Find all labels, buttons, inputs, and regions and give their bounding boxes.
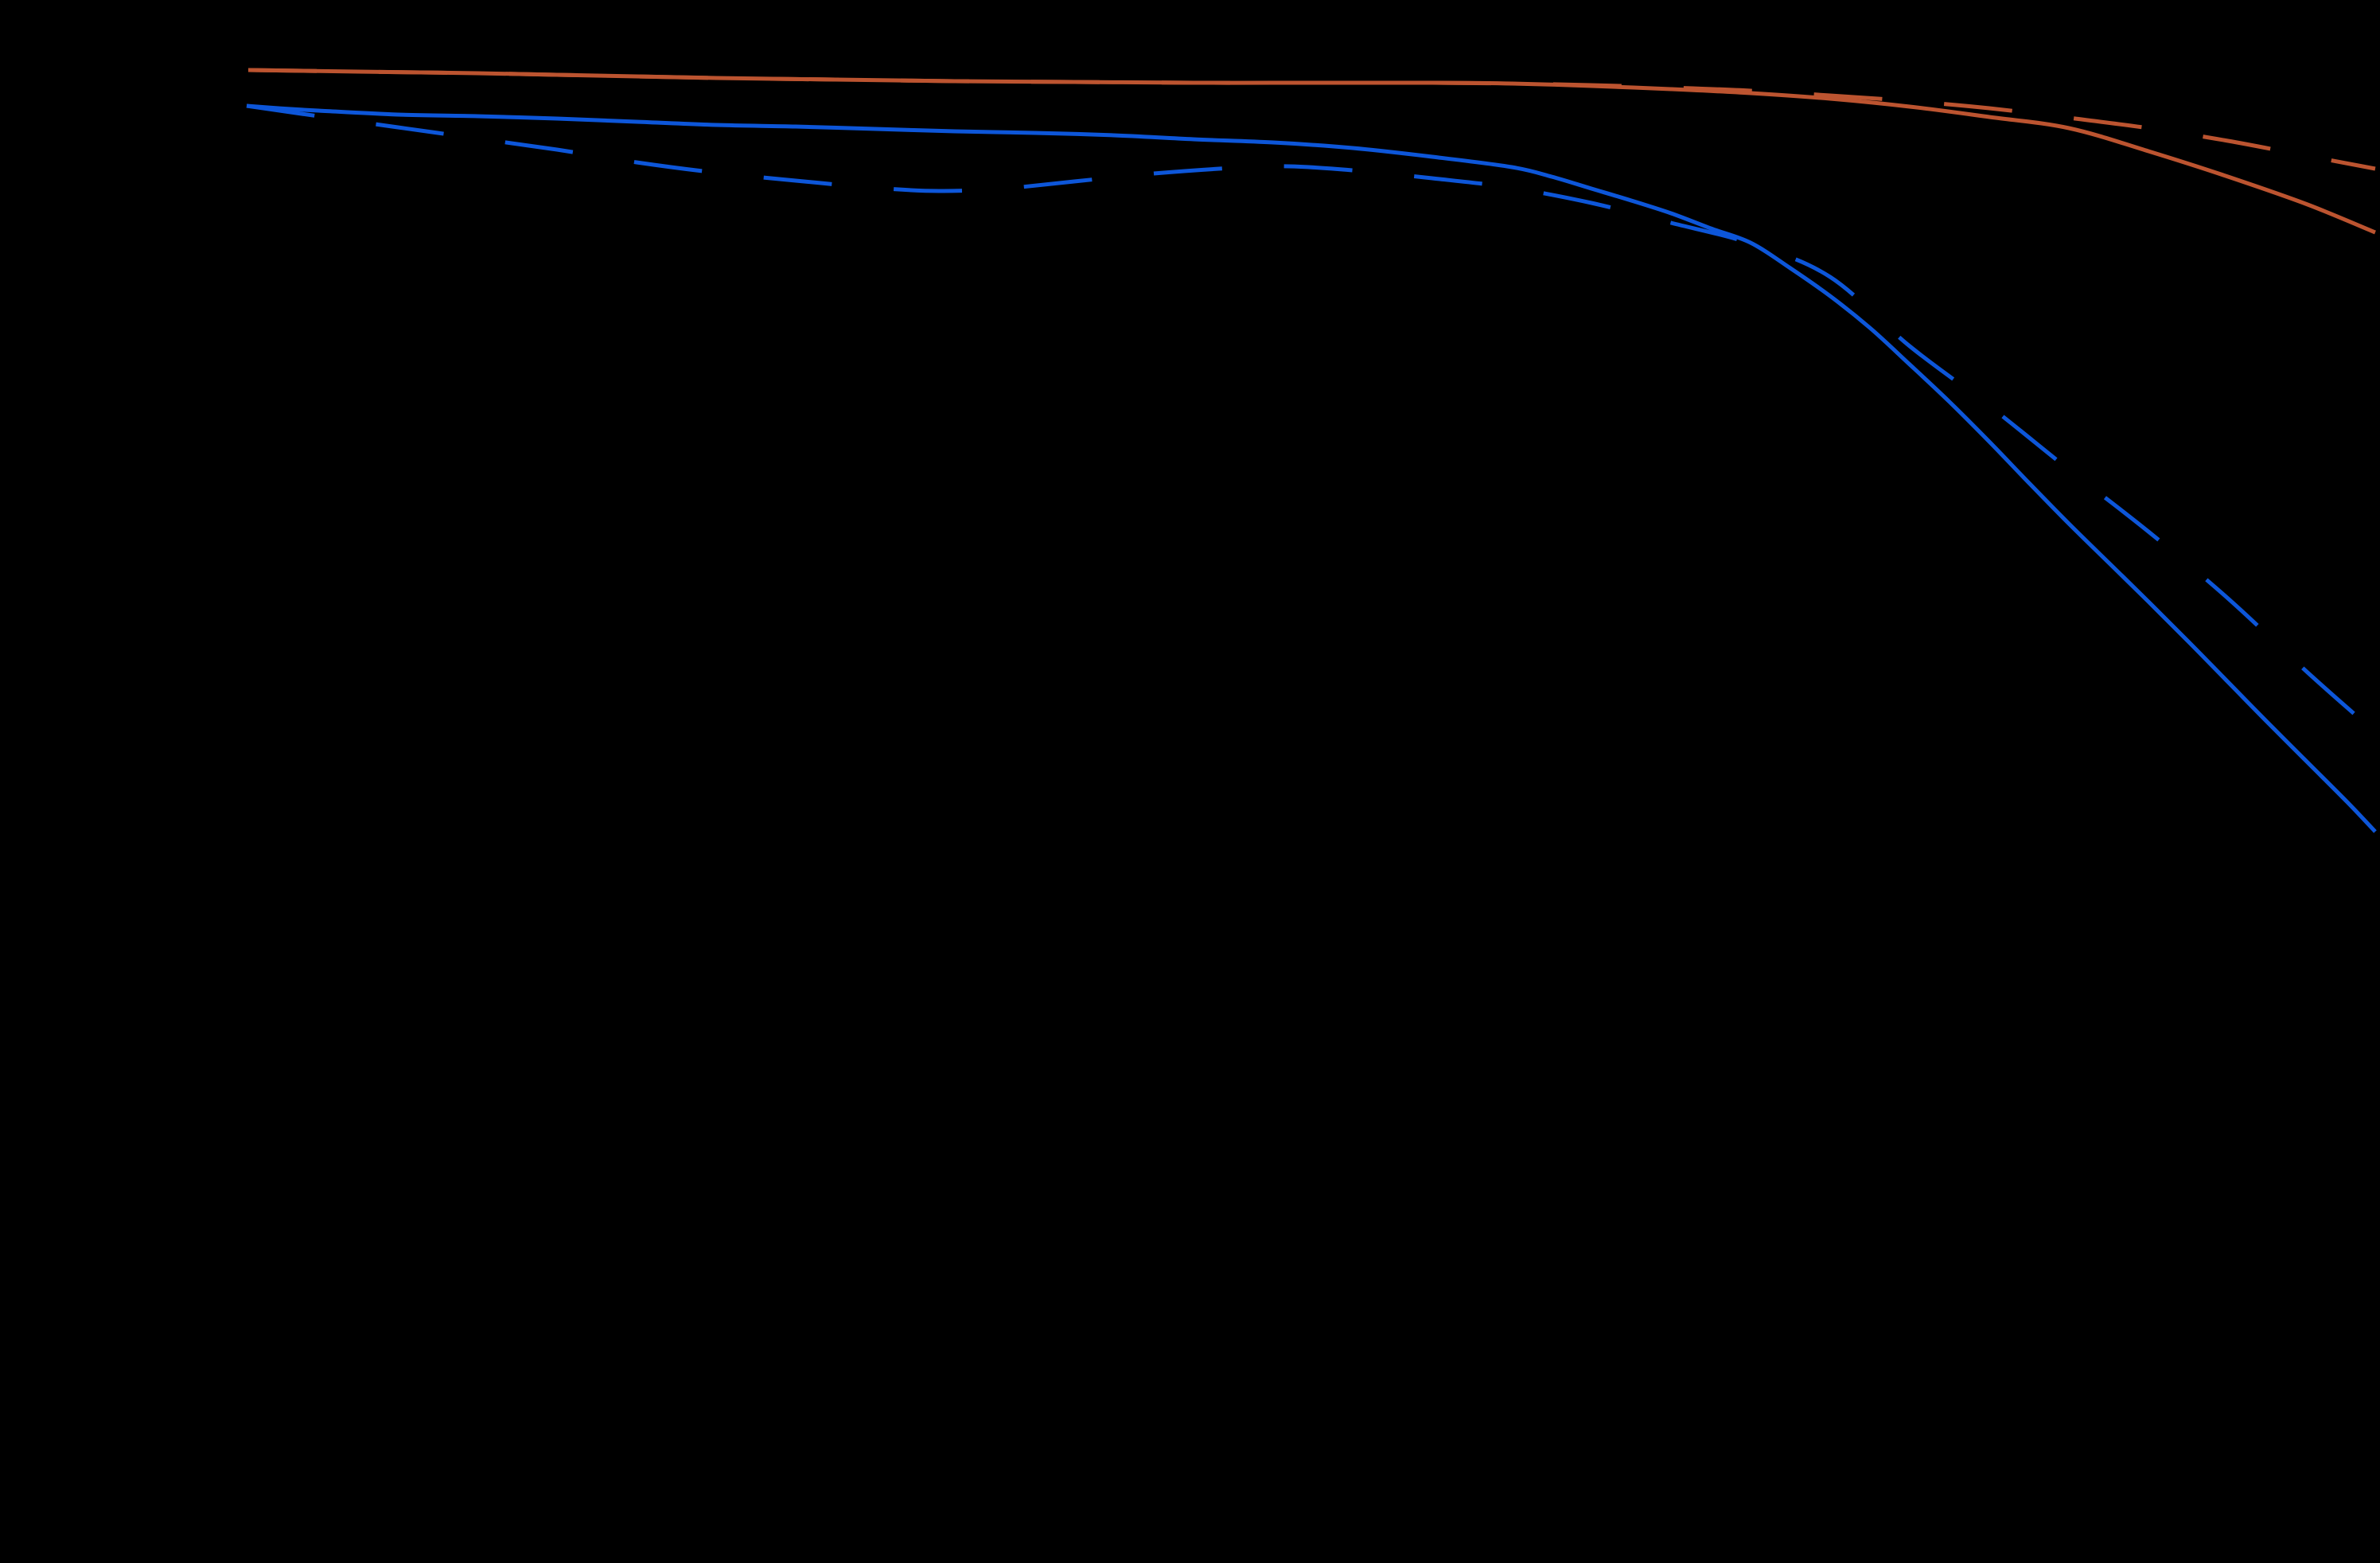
blue-dashed-line	[246, 103, 2377, 734]
orange-dashed-line	[247, 68, 2376, 171]
blue-solid-line	[246, 103, 2377, 833]
